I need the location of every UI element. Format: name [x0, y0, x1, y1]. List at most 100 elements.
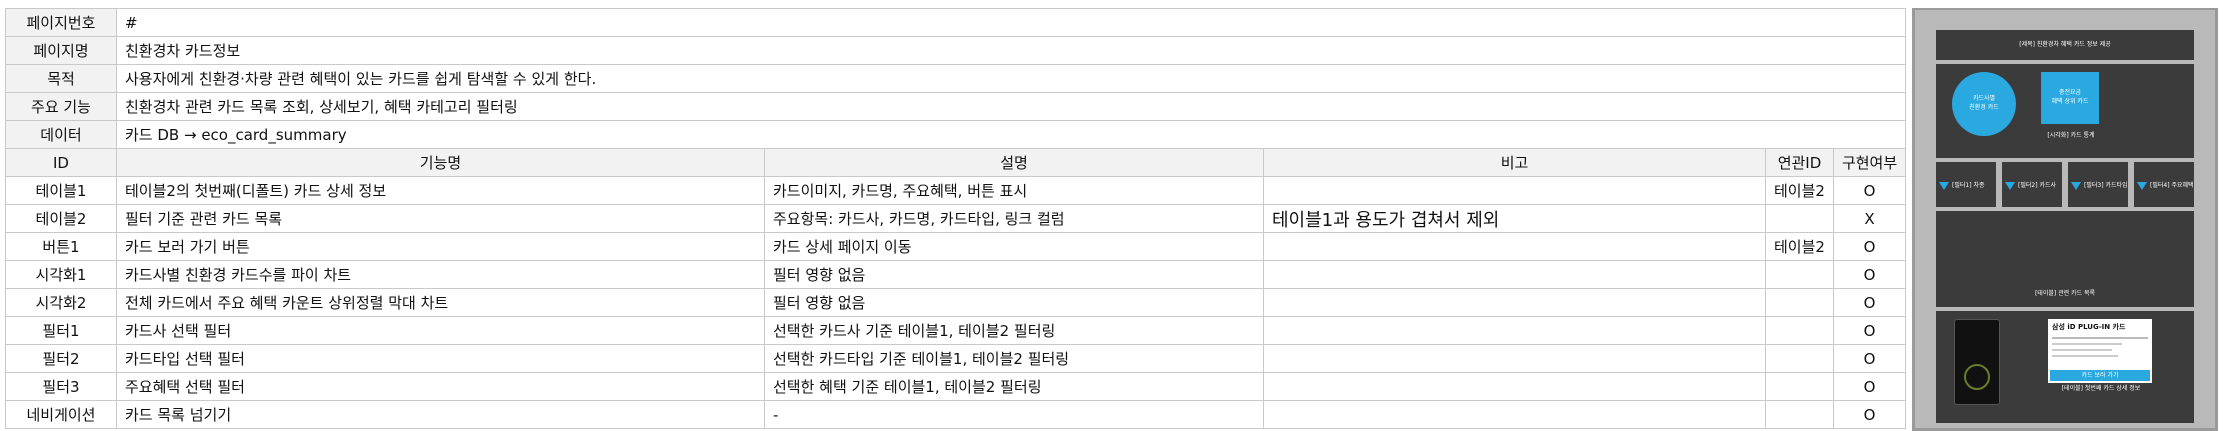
wf-filter-1[interactable]: [필터1] 차종	[1936, 162, 1996, 207]
table-row: 버튼1 카드 보러 가기 버튼 카드 상세 페이지 이동 테이블2 O	[5, 232, 1907, 261]
wf-filter-3[interactable]: [필터3] 카드타입	[2068, 162, 2128, 207]
col-name: 기능명	[116, 148, 765, 177]
cell-desc: 주요항목: 카드사, 카드명, 카드타입, 링크 컬럼	[764, 204, 1264, 233]
cell-impl: O	[1832, 232, 1907, 261]
cell-rel: 테이블2	[1765, 232, 1834, 261]
cell-note	[1263, 344, 1766, 373]
table-row: 테이블2 필터 기준 관련 카드 목록 주요항목: 카드사, 카드명, 카드타입, …	[5, 204, 1907, 233]
meta-value: #	[115, 8, 1907, 37]
table-row: 필터1 카드사 선택 필터 선택한 카드사 기준 테이블1, 테이블2 필터링 O	[5, 316, 1907, 345]
cell-name: 카드사 선택 필터	[116, 316, 765, 345]
col-id: ID	[5, 148, 117, 177]
wf-detail-box: 삼성 iD PLUG-IN 카드 카드 보러 가기 [테이블] 첫번째 카드 상…	[1936, 311, 2194, 423]
table-row: 네비게이션 카드 목록 넘기기 - O	[5, 400, 1907, 429]
cell-note	[1263, 232, 1766, 261]
meta-value: 친환경차 카드정보	[115, 36, 1907, 65]
cell-name: 카드 보러 가기 버튼	[116, 232, 765, 261]
cell-id: 시각화2	[5, 288, 117, 317]
wireframe-preview: [제목] 친환경차 혜택 카드 정보 제공 카드사별 친환경 카드 충전요금 혜…	[1915, 10, 2215, 428]
meta-label: 데이터	[5, 120, 117, 149]
cell-desc: 선택한 혜택 기준 테이블1, 테이블2 필터링	[764, 372, 1264, 401]
wf-viz-caption: [시각화] 카드 통계	[2047, 132, 2095, 139]
cell-note	[1263, 260, 1766, 289]
column-header-row: ID 기능명 설명 비고 연관ID 구현여부	[5, 148, 1907, 177]
meta-label: 페이지번호	[5, 8, 117, 37]
cell-desc: 카드이미지, 카드명, 주요혜택, 버튼 표시	[764, 176, 1264, 205]
cell-name: 카드타입 선택 필터	[116, 344, 765, 373]
wf-title-box: [제목] 친환경차 혜택 카드 정보 제공	[1936, 30, 2194, 60]
cell-impl: O	[1832, 176, 1907, 205]
cell-impl: O	[1832, 260, 1907, 289]
wf-card-button[interactable]: 카드 보러 가기	[2050, 370, 2150, 381]
cell-rel	[1765, 400, 1834, 429]
cell-note	[1263, 372, 1766, 401]
cell-rel	[1765, 260, 1834, 289]
wf-viz-box: 카드사별 친환경 카드 충전요금 혜택 상위 카드 [시각화] 카드 통계	[1936, 64, 2194, 158]
meta-row: 페이지명 친환경차 카드정보	[5, 36, 1907, 65]
wf-title: [제목] 친환경차 혜택 카드 정보 제공	[2019, 41, 2111, 48]
cell-name: 전체 카드에서 주요 혜택 카운트 상위정렬 막대 차트	[116, 288, 765, 317]
cell-id: 필터3	[5, 372, 117, 401]
table-row: 시각화1 카드사별 친환경 카드수를 파이 차트 필터 영향 없음 O	[5, 260, 1907, 289]
cell-rel	[1765, 204, 1834, 233]
wf-filter-label: [필터3] 카드타입	[2084, 182, 2128, 189]
col-desc: 설명	[764, 148, 1264, 177]
wf-filter-2[interactable]: [필터2] 카드사	[2002, 162, 2062, 207]
table-row: 필터2 카드타입 선택 필터 선택한 카드타입 기준 테이블1, 테이블2 필터링 O	[5, 344, 1907, 373]
wf-filter-label: [필터4] 주요혜택	[2150, 182, 2194, 189]
cell-name: 테이블2의 첫번째(디폴트) 카드 상세 정보	[116, 176, 765, 205]
meta-label: 페이지명	[5, 36, 117, 65]
cell-id: 테이블2	[5, 204, 117, 233]
table-row: 필터3 주요혜택 선택 필터 선택한 혜택 기준 테이블1, 테이블2 필터링 O	[5, 372, 1907, 401]
col-note: 비고	[1263, 148, 1766, 177]
cell-desc: 선택한 카드타입 기준 테이블1, 테이블2 필터링	[764, 344, 1264, 373]
dropdown-triangle-icon	[2005, 181, 2015, 190]
wf-bar-chart: 충전요금 혜택 상위 카드	[2041, 72, 2099, 124]
cell-impl: O	[1832, 344, 1907, 373]
cell-rel	[1765, 288, 1834, 317]
cell-id: 필터2	[5, 344, 117, 373]
wf-pie-chart: 카드사별 친환경 카드	[1952, 72, 2016, 136]
meta-label: 목적	[5, 64, 117, 93]
meta-row: 데이터 카드 DB → eco_card_summary	[5, 120, 1907, 149]
col-rel: 연관ID	[1765, 148, 1834, 177]
meta-row: 페이지번호 #	[5, 8, 1907, 37]
cell-id: 시각화1	[5, 260, 117, 289]
wf-card-name: 삼성 iD PLUG-IN 카드	[2052, 323, 2126, 331]
wf-table-caption: [테이블] 관련 카드 목록	[2034, 290, 2096, 297]
table-row: 시각화2 전체 카드에서 주요 혜택 카운트 상위정렬 막대 차트 필터 영향 없음…	[5, 288, 1907, 317]
cell-id: 버튼1	[5, 232, 117, 261]
cell-name: 카드사별 친환경 카드수를 파이 차트	[116, 260, 765, 289]
wf-filter-label: [필터1] 차종	[1952, 182, 1985, 189]
cell-note	[1263, 288, 1766, 317]
cell-name: 주요혜택 선택 필터	[116, 372, 765, 401]
cell-impl: O	[1832, 400, 1907, 429]
cell-id: 네비게이션	[5, 400, 117, 429]
meta-row: 목적 사용자에게 친환경·차량 관련 혜택이 있는 카드를 쉽게 탐색할 수 있게…	[5, 64, 1907, 93]
cell-impl: O	[1832, 316, 1907, 345]
cell-impl: O	[1832, 288, 1907, 317]
cell-desc: -	[764, 400, 1264, 429]
wf-card-ring	[1964, 364, 1990, 390]
wf-filter-4[interactable]: [필터4] 주요혜택	[2134, 162, 2194, 207]
col-impl: 구현여부	[1832, 148, 1907, 177]
cell-desc: 필터 영향 없음	[764, 288, 1264, 317]
cell-rel	[1765, 372, 1834, 401]
cell-note	[1263, 176, 1766, 205]
cell-desc: 필터 영향 없음	[764, 260, 1264, 289]
cell-note	[1263, 316, 1766, 345]
cell-rel: 테이블2	[1765, 176, 1834, 205]
cell-name: 카드 목록 넘기기	[116, 400, 765, 429]
wf-table-box: [테이블] 관련 카드 목록	[1936, 211, 2194, 307]
cell-note: 테이블1과 용도가 겹쳐서 제외	[1263, 204, 1766, 233]
wf-filter-label: [필터2] 카드사	[2018, 182, 2057, 189]
dropdown-triangle-icon	[1939, 181, 1949, 190]
meta-value: 카드 DB → eco_card_summary	[115, 120, 1907, 149]
cell-name: 필터 기준 관련 카드 목록	[116, 204, 765, 233]
dropdown-triangle-icon	[2137, 181, 2147, 190]
cell-impl: X	[1832, 204, 1907, 233]
meta-value: 사용자에게 친환경·차량 관련 혜택이 있는 카드를 쉽게 탐색할 수 있게 한…	[115, 64, 1907, 93]
cell-impl: O	[1832, 372, 1907, 401]
cell-desc: 카드 상세 페이지 이동	[764, 232, 1264, 261]
dropdown-triangle-icon	[2071, 181, 2081, 190]
